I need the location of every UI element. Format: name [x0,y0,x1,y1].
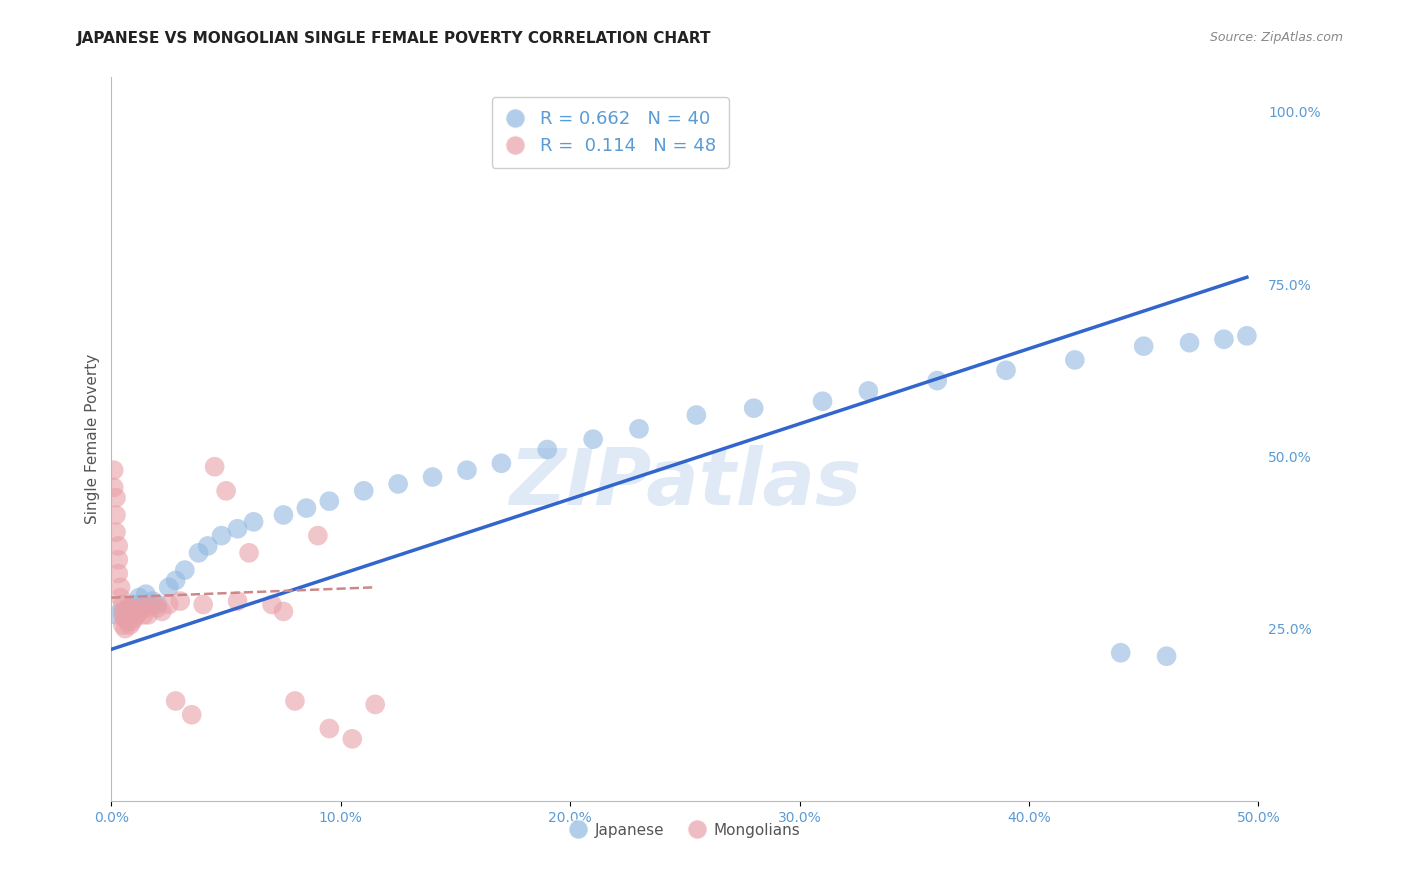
Y-axis label: Single Female Poverty: Single Female Poverty [86,354,100,524]
Point [146,598,169,612]
Point [136,607,159,622]
Point [226,594,249,608]
Point [129,601,152,615]
Point [114,622,136,636]
Point [318,722,340,736]
Point [128,604,150,618]
Point [215,483,238,498]
Point [1213,332,1236,346]
Point [110,591,132,605]
Point [1236,328,1258,343]
Point [107,539,129,553]
Point [157,580,180,594]
Point [150,604,173,618]
Point [118,607,141,622]
Point [273,604,295,618]
Point [142,594,165,608]
Point [204,459,226,474]
Point [238,546,260,560]
Point [105,525,128,540]
Point [124,598,146,612]
Point [103,480,125,494]
Point [121,615,143,629]
Point [169,594,191,608]
Point [197,539,219,553]
Point [105,607,128,622]
Point [1063,353,1085,368]
Point [157,598,180,612]
Point [260,598,283,612]
Point [107,566,129,581]
Point [111,604,134,618]
Point [387,477,409,491]
Point [187,546,209,560]
Point [128,591,150,605]
Point [121,601,143,615]
Point [318,494,340,508]
Point [242,515,264,529]
Text: JAPANESE VS MONGOLIAN SINGLE FEMALE POVERTY CORRELATION CHART: JAPANESE VS MONGOLIAN SINGLE FEMALE POVE… [77,31,711,46]
Legend: Japanese, Mongolians: Japanese, Mongolians [564,817,807,844]
Point [142,598,165,612]
Point [111,598,134,612]
Point [165,574,187,588]
Point [118,618,141,632]
Point [125,607,148,622]
Point [685,408,707,422]
Point [307,528,329,542]
Point [180,707,202,722]
Point [927,374,949,388]
Point [124,604,146,618]
Point [211,528,233,542]
Text: Source: ZipAtlas.com: Source: ZipAtlas.com [1209,31,1343,45]
Point [353,483,375,498]
Point [226,522,249,536]
Point [146,601,169,615]
Point [422,470,444,484]
Point [124,611,146,625]
Point [1109,646,1132,660]
Point [165,694,187,708]
Point [995,363,1018,377]
Point [132,607,155,622]
Point [536,442,558,457]
Point [582,432,605,446]
Point [284,694,307,708]
Point [135,601,157,615]
Point [118,601,141,615]
Point [110,580,132,594]
Point [1156,649,1178,664]
Point [191,598,214,612]
Point [295,501,318,516]
Point [117,601,139,615]
Point [456,463,478,477]
Point [173,563,195,577]
Point [342,731,364,746]
Point [107,553,129,567]
Point [114,611,136,625]
Point [491,456,513,470]
Point [364,698,387,712]
Point [111,618,134,632]
Point [742,401,765,416]
Point [135,587,157,601]
Point [105,491,128,505]
Point [117,615,139,629]
Point [858,384,880,398]
Point [111,607,134,622]
Point [103,463,125,477]
Point [105,508,128,522]
Point [1132,339,1154,353]
Point [627,422,650,436]
Text: ZIPatlas: ZIPatlas [509,444,860,521]
Point [811,394,834,409]
Point [1178,335,1201,350]
Point [273,508,295,522]
